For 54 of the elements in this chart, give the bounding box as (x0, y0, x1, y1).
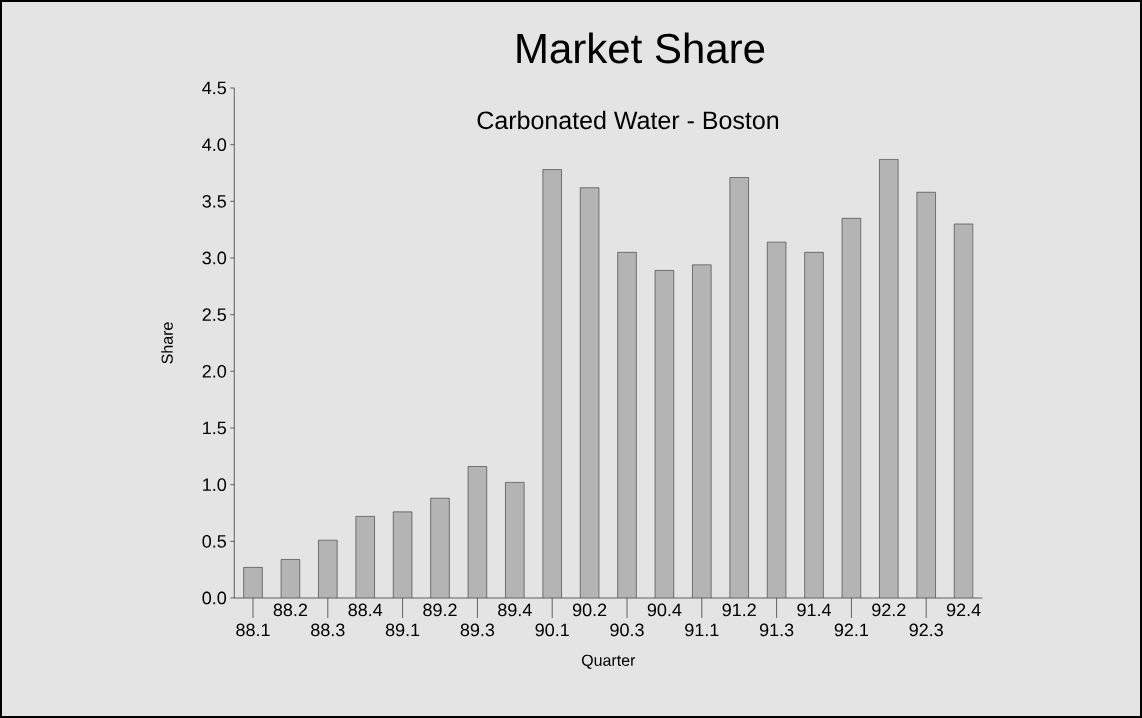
bar (355, 516, 375, 598)
x-tick-label: 90.1 (535, 623, 569, 637)
chart-title: Market Share (517, 32, 765, 64)
x-tick-label: 92.4 (946, 603, 981, 617)
bar (841, 218, 862, 598)
y-axis-title: Share (161, 322, 173, 364)
bar (804, 252, 824, 598)
bar (617, 252, 637, 598)
x-tick-label: 89.1 (385, 623, 420, 637)
x-tick-label: 92.1 (834, 623, 869, 637)
y-tick-label: 1.0 (203, 478, 227, 492)
bar (243, 567, 263, 598)
y-tick-label: 2.5 (202, 308, 227, 322)
x-tick-label: 91.2 (722, 603, 756, 617)
bar (692, 264, 712, 598)
bar (505, 482, 525, 598)
y-tick-label: 3.0 (202, 251, 227, 265)
x-tick-label: 88.4 (348, 603, 383, 617)
y-tick-label: 2.0 (202, 364, 227, 378)
y-tick-label: 0.5 (202, 534, 227, 548)
bar (579, 187, 600, 598)
bar (916, 191, 936, 598)
bar (392, 511, 413, 598)
x-tick-label: 91.4 (797, 603, 831, 617)
bar (318, 539, 338, 598)
bar (654, 270, 675, 598)
y-tick-label: 1.5 (203, 421, 227, 435)
y-tick-label: 3.5 (202, 194, 227, 208)
bar (430, 497, 450, 598)
x-tick-label: 90.2 (572, 603, 607, 617)
bar (729, 177, 749, 598)
bar (879, 159, 899, 598)
y-tick-label: 4.5 (202, 81, 227, 95)
bar (542, 169, 562, 598)
x-tick-label: 88.3 (311, 623, 345, 637)
bar (766, 241, 787, 598)
x-tick-label: 89.4 (498, 603, 532, 617)
y-tick-label: 0.0 (202, 591, 227, 605)
x-tick-label: 92.2 (872, 603, 906, 617)
x-tick-label: 91.1 (685, 623, 719, 637)
bar (467, 466, 488, 598)
bar (280, 559, 301, 598)
x-tick-label: 90.3 (610, 623, 644, 637)
x-tick-label: 88.2 (273, 603, 308, 617)
x-tick-label: 92.3 (909, 623, 943, 637)
x-tick-label: 89.2 (423, 603, 457, 617)
y-tick-label: 4.0 (202, 138, 227, 152)
x-axis-title: Quarter (581, 654, 636, 669)
x-tick-label: 90.4 (647, 603, 682, 617)
x-tick-label: 91.3 (759, 623, 794, 637)
bar (953, 223, 974, 598)
x-tick-label: 89.3 (460, 623, 495, 637)
text: Carbonated Water - Boston (477, 110, 779, 130)
x-tick-label: 88.1 (236, 623, 270, 637)
